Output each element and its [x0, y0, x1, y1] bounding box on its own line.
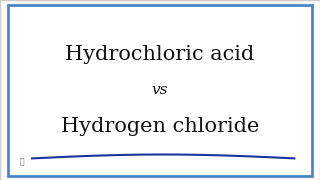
- Text: Hydrogen chloride: Hydrogen chloride: [61, 116, 259, 136]
- Text: Hydrochloric acid: Hydrochloric acid: [65, 44, 255, 64]
- Text: vs: vs: [152, 83, 168, 97]
- Text: Ⓑ: Ⓑ: [20, 158, 25, 166]
